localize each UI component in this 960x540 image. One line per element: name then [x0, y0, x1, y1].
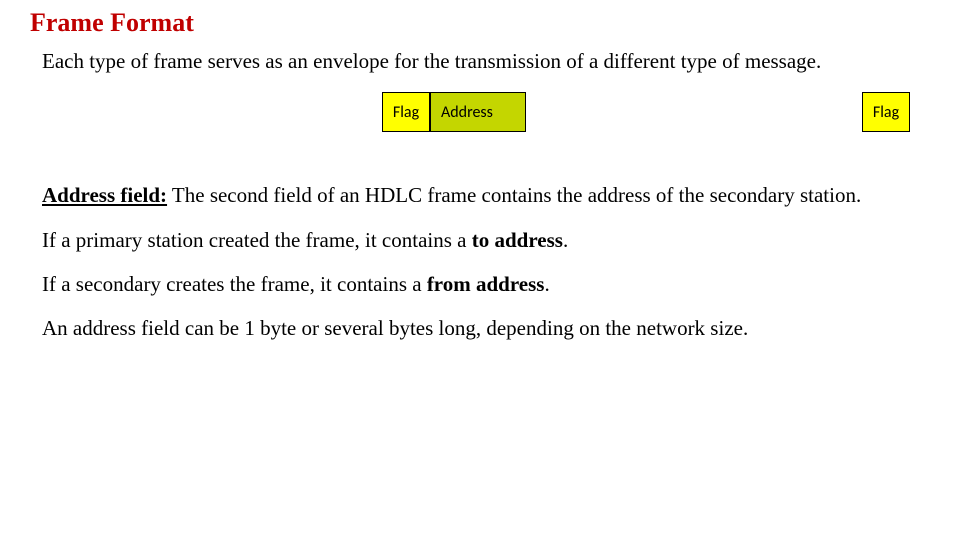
p2-post: . — [563, 228, 568, 252]
frame-format-diagram: Flag Address Flag — [382, 92, 930, 132]
p2-bold: to address — [472, 228, 563, 252]
p3-pre: If a secondary creates the frame, it con… — [42, 272, 427, 296]
intro-paragraph: Each type of frame serves as an envelope… — [42, 48, 918, 74]
p3-post: . — [544, 272, 549, 296]
frame-field-gap — [526, 92, 862, 132]
p2-pre: If a primary station created the frame, … — [42, 228, 472, 252]
frame-field-flag-end: Flag — [862, 92, 910, 132]
slide: Frame Format Each type of frame serves a… — [0, 0, 960, 341]
secondary-station-paragraph: If a secondary creates the frame, it con… — [42, 271, 918, 297]
p3-bold: from address — [427, 272, 545, 296]
address-field-paragraph: Address field: The second field of an HD… — [42, 182, 918, 208]
address-field-lead: Address field: — [42, 183, 167, 207]
frame-field-address: Address — [430, 92, 526, 132]
address-length-paragraph: An address field can be 1 byte or severa… — [42, 315, 918, 341]
address-field-rest: The second field of an HDLC frame contai… — [167, 183, 861, 207]
primary-station-paragraph: If a primary station created the frame, … — [42, 227, 918, 253]
frame-field-flag-start: Flag — [382, 92, 430, 132]
page-title: Frame Format — [30, 8, 930, 38]
